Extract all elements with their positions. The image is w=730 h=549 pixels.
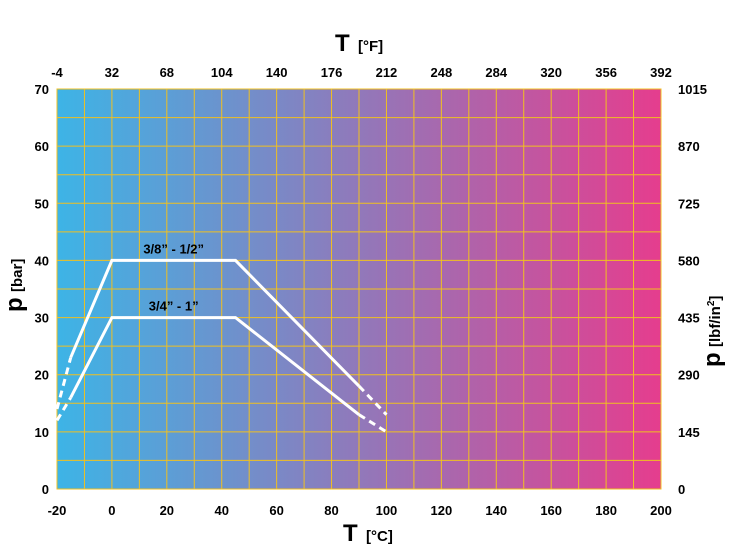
- right-tick-label: 145: [678, 425, 700, 440]
- bottom-tick-label: 40: [214, 503, 228, 518]
- right-tick-label: 725: [678, 196, 700, 211]
- top-axis-symbol: T: [335, 30, 350, 57]
- series-label: 3/4” - 1”: [149, 299, 199, 314]
- left-axis-symbol: p: [1, 297, 28, 312]
- bottom-tick-label: 160: [540, 503, 562, 518]
- bottom-tick-label: 60: [269, 503, 283, 518]
- tick-layer: -20 0 20 40 60 80 100 120 140 160 180 200-4 32 68 104 1…: [35, 65, 707, 518]
- left-axis-unit: [bar]: [9, 259, 26, 292]
- right-tick-label: 290: [678, 368, 700, 383]
- left-tick-label: 70: [35, 82, 49, 97]
- top-tick-label: 140: [266, 65, 288, 80]
- bottom-tick-label: 180: [595, 503, 617, 518]
- left-tick-label: 60: [35, 139, 49, 154]
- bottom-tick-label: 20: [160, 503, 174, 518]
- series-label: 3/8” - 1/2”: [143, 241, 204, 256]
- top-tick-label: 176: [321, 65, 343, 80]
- series-line: [69, 258, 361, 388]
- bottom-tick-label: 100: [376, 503, 398, 518]
- bottom-axis-unit: [°C]: [366, 528, 393, 545]
- left-tick-label: 30: [35, 311, 49, 326]
- top-tick-label: 32: [105, 65, 119, 80]
- top-tick-label: 248: [431, 65, 453, 80]
- left-tick-label: 50: [35, 196, 49, 211]
- top-tick-label: 392: [650, 65, 672, 80]
- plot-frame: [56, 88, 662, 490]
- right-tick-label: 870: [678, 139, 700, 154]
- top-axis-unit: [°F]: [358, 38, 383, 55]
- series-line-dashed-end: [358, 413, 388, 434]
- top-tick-label: 104: [211, 65, 233, 80]
- bottom-axis-symbol: T: [343, 520, 358, 547]
- top-tick-label: 356: [595, 65, 617, 80]
- right-axis-unit-main: [lbf/in: [707, 306, 724, 347]
- right-axis-unit-end: ]: [707, 296, 724, 301]
- right-axis-unit: [lbf/in2]: [706, 296, 724, 347]
- series-line: [69, 316, 360, 416]
- top-tick-label: 284: [485, 65, 507, 80]
- grid: [57, 89, 661, 489]
- right-axis-symbol: p: [699, 352, 726, 367]
- left-tick-label: 10: [35, 425, 49, 440]
- right-tick-label: 435: [678, 311, 700, 326]
- series-line-dashed-end: [357, 385, 388, 416]
- series-line-dashed-start: [55, 396, 72, 422]
- top-tick-label: -4: [51, 65, 63, 80]
- right-tick-label: 580: [678, 253, 700, 268]
- bottom-tick-label: -20: [48, 503, 67, 518]
- bottom-tick-label: 80: [324, 503, 338, 518]
- series-line-dashed-start: [55, 357, 73, 410]
- bottom-tick-label: 200: [650, 503, 672, 518]
- right-axis-unit-sup: 2: [706, 300, 717, 306]
- bottom-tick-label: 0: [108, 503, 115, 518]
- bottom-tick-label: 140: [485, 503, 507, 518]
- top-tick-label: 212: [376, 65, 398, 80]
- left-tick-label: 0: [42, 482, 49, 497]
- top-tick-label: 68: [160, 65, 174, 80]
- left-tick-label: 20: [35, 368, 49, 383]
- left-tick-label: 40: [35, 253, 49, 268]
- bottom-tick-label: 120: [431, 503, 453, 518]
- right-tick-label: 0: [678, 482, 685, 497]
- right-tick-label: 1015: [678, 82, 707, 97]
- top-tick-label: 320: [540, 65, 562, 80]
- series-layer: 3/8” - 1/2” 3/4” - 1”: [55, 241, 388, 434]
